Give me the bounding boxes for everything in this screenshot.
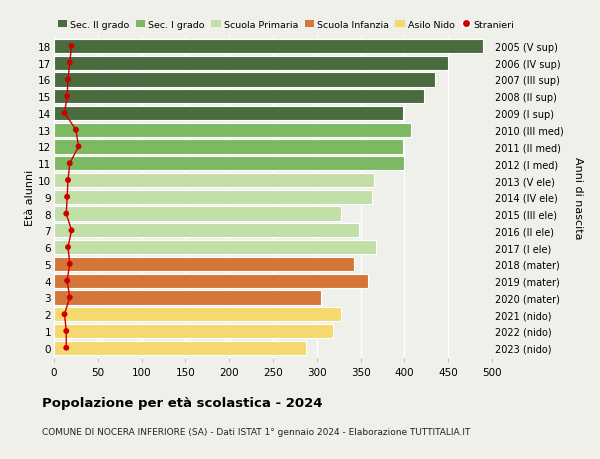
Bar [54, 174, 374, 188]
Bar [54, 90, 424, 104]
Point [74, 144, 83, 151]
Point [67, 43, 76, 50]
Bar [54, 341, 306, 355]
Bar [54, 106, 403, 121]
Point [71, 127, 81, 134]
Point [65, 160, 74, 168]
Point [67, 227, 76, 235]
Point [60, 311, 70, 318]
Bar [54, 157, 404, 171]
Point [62, 277, 72, 285]
Bar [54, 308, 341, 322]
Y-axis label: Età alunni: Età alunni [25, 169, 35, 225]
Point [65, 60, 74, 67]
Bar [54, 140, 403, 154]
Point [61, 210, 71, 218]
Bar [54, 291, 321, 305]
Point [62, 93, 72, 101]
Point [65, 294, 74, 302]
Bar [54, 207, 341, 221]
Bar [54, 123, 412, 138]
Point [62, 194, 72, 201]
Point [60, 110, 70, 118]
Point [63, 244, 73, 251]
Text: COMUNE DI NOCERA INFERIORE (SA) - Dati ISTAT 1° gennaio 2024 - Elaborazione TUTT: COMUNE DI NOCERA INFERIORE (SA) - Dati I… [42, 427, 470, 436]
Point [65, 261, 74, 268]
Bar [54, 241, 376, 255]
Bar [54, 39, 483, 54]
Legend: Sec. II grado, Sec. I grado, Scuola Primaria, Scuola Infanzia, Asilo Nido, Stran: Sec. II grado, Sec. I grado, Scuola Prim… [54, 17, 518, 34]
Bar [54, 257, 353, 271]
Point [61, 328, 71, 335]
Text: Popolazione per età scolastica - 2024: Popolazione per età scolastica - 2024 [42, 396, 323, 409]
Bar [54, 73, 435, 87]
Y-axis label: Anni di nascita: Anni di nascita [573, 156, 583, 239]
Bar [54, 274, 368, 288]
Point [63, 77, 73, 84]
Point [63, 177, 73, 185]
Bar [54, 56, 448, 71]
Point [61, 344, 71, 352]
Bar [54, 190, 372, 204]
Bar [54, 324, 332, 338]
Bar [54, 224, 359, 238]
